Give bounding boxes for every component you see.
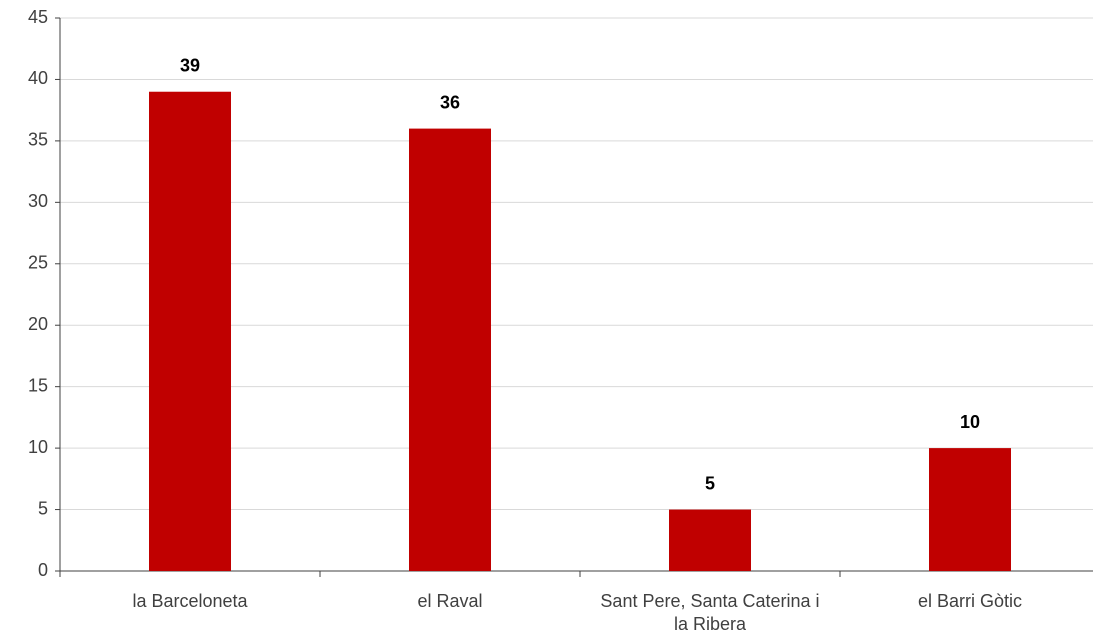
y-tick-label: 10 [28,437,48,457]
y-tick-label: 15 [28,375,48,395]
y-tick-label: 25 [28,253,48,273]
x-tick-label: Sant Pere, Santa Caterina i la Ribera [600,591,820,634]
data-label: 5 [705,473,715,493]
bar [149,91,231,571]
data-label: 39 [180,55,200,75]
y-tick-label: 35 [28,130,48,150]
y-tick-label: 5 [38,498,48,518]
bar [929,448,1011,571]
x-tick-label: el Barri Gòtic [917,591,1023,611]
y-tick-label: 45 [28,7,48,27]
data-label: 10 [960,412,980,432]
data-label: 36 [440,92,460,112]
y-tick-label: 30 [28,191,48,211]
x-tick-label: el Raval [417,591,483,611]
y-tick-label: 20 [28,314,48,334]
y-tick-label: 0 [38,560,48,580]
bar [669,509,751,571]
x-tick-label: la Barceloneta [132,591,248,611]
bar [409,128,491,571]
y-tick-label: 40 [28,68,48,88]
